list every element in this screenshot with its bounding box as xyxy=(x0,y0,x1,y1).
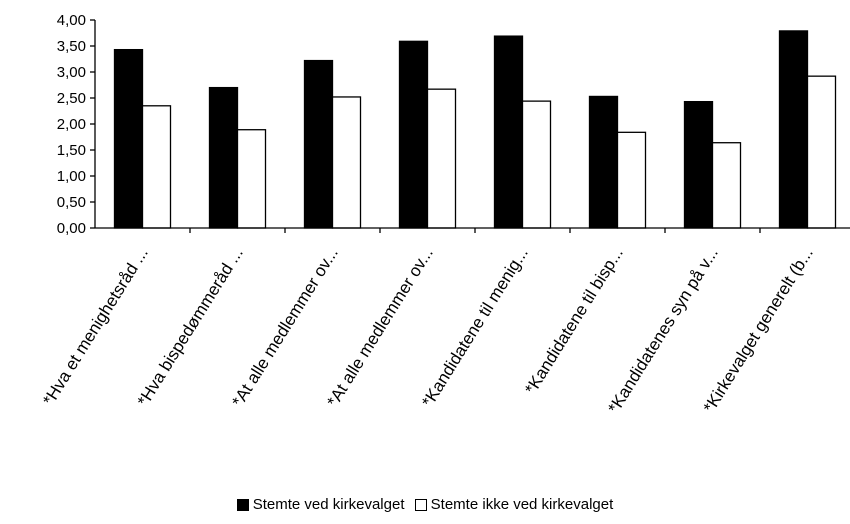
y-tick-label-9: 4,00 xyxy=(57,12,86,29)
tick-labels-group: 0,00 0,50 1,00 1,50 2,00 2,50 3,00 3,50 4,00 xyxy=(57,12,86,237)
bar-2-7 xyxy=(711,142,742,229)
category-label-7: *Kandidatenes syn på v... xyxy=(604,244,722,417)
bar-1-7 xyxy=(683,100,714,229)
bar-chart: 0,00 0,50 1,00 1,50 2,00 2,50 3,00 3,50 4,00 *Hv… xyxy=(39,12,850,417)
bar-1-1 xyxy=(113,48,144,229)
category-label-8: *Kirkevalget generelt (b... xyxy=(700,244,817,416)
legend-label-series-1: Stemte ved kirkevalget xyxy=(252,496,405,513)
bar-1-5 xyxy=(493,35,524,229)
legend-swatch-series-2 xyxy=(414,498,427,511)
legend: Stemte ved kirkevalget Stemte ikke ved k… xyxy=(0,496,850,515)
category-labels-group: *Hva et menighetsråd ...*Hva bispedømmer… xyxy=(39,244,817,417)
bar-1-2 xyxy=(208,86,239,229)
category-label-6: *Kandidatene til bisp... xyxy=(521,244,627,398)
bar-2-1 xyxy=(141,105,172,229)
bar-1-4 xyxy=(398,40,429,229)
category-label-4: *At alle medlemmer ov... xyxy=(323,244,437,410)
y-tick-label-4: 1,50 xyxy=(57,142,86,159)
bar-2-2 xyxy=(236,129,267,229)
axes-group xyxy=(90,19,850,233)
y-tick-label-8: 3,50 xyxy=(57,38,86,55)
bar-1-3 xyxy=(303,59,334,229)
bar-2-8 xyxy=(806,75,837,229)
legend-swatch-series-1 xyxy=(236,498,249,511)
bar-2-5 xyxy=(521,100,552,229)
legend-item-series-2: Stemte ikke ved kirkevalget xyxy=(414,496,614,513)
legend-label-series-2: Stemte ikke ved kirkevalget xyxy=(430,496,614,513)
y-tick-label-2: 0,50 xyxy=(57,194,86,211)
y-tick-label-3: 1,00 xyxy=(57,168,86,185)
bar-2-6 xyxy=(616,131,647,229)
bar-2-4 xyxy=(426,88,457,229)
category-label-1: *Hva et menighetsråd ... xyxy=(39,244,152,409)
bar-1-6 xyxy=(588,95,619,229)
category-label-3: *At alle medlemmer ov... xyxy=(228,244,342,410)
y-tick-label-5: 2,00 xyxy=(57,116,86,133)
bar-2-3 xyxy=(331,96,362,229)
bars-group xyxy=(113,30,837,229)
category-label-2: *Hva bispedømmeråd ... xyxy=(134,244,247,410)
legend-item-series-1: Stemte ved kirkevalget xyxy=(236,496,405,513)
y-tick-label-7: 3,00 xyxy=(57,64,86,81)
bar-1-8 xyxy=(778,30,809,229)
y-tick-label-1: 0,00 xyxy=(57,220,86,237)
y-tick-label-6: 2,50 xyxy=(57,90,86,107)
category-label-5: *Kandidatene til menig... xyxy=(418,244,532,410)
